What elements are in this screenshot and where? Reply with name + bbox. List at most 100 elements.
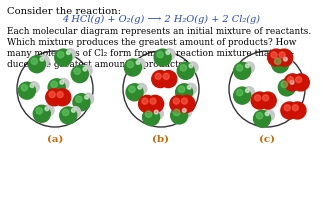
Circle shape: [81, 66, 92, 77]
Circle shape: [145, 111, 152, 118]
Circle shape: [48, 80, 65, 96]
Circle shape: [187, 86, 191, 90]
Circle shape: [278, 80, 295, 96]
Circle shape: [255, 95, 261, 101]
Circle shape: [170, 96, 187, 113]
Circle shape: [166, 51, 170, 55]
Circle shape: [154, 111, 158, 114]
Circle shape: [182, 109, 186, 113]
Circle shape: [178, 96, 195, 113]
Circle shape: [33, 106, 50, 123]
Circle shape: [58, 79, 69, 90]
Circle shape: [142, 109, 160, 126]
Circle shape: [138, 86, 142, 90]
Text: Which mixture produces the greatest amount of products? How: Which mixture produces the greatest amou…: [7, 38, 297, 47]
Circle shape: [142, 99, 148, 105]
Circle shape: [178, 87, 185, 93]
Text: duces the greatest amount of products?: duces the greatest amount of products?: [7, 60, 188, 69]
Circle shape: [57, 92, 63, 98]
Circle shape: [296, 77, 302, 83]
Circle shape: [71, 66, 88, 83]
Circle shape: [160, 71, 177, 88]
Circle shape: [256, 113, 263, 119]
Circle shape: [83, 68, 87, 72]
Circle shape: [236, 65, 243, 72]
Circle shape: [187, 63, 198, 74]
Circle shape: [265, 112, 269, 116]
Circle shape: [36, 108, 42, 114]
Circle shape: [136, 84, 147, 95]
Circle shape: [251, 93, 268, 110]
Circle shape: [51, 82, 57, 88]
Circle shape: [136, 61, 140, 65]
Circle shape: [284, 58, 287, 62]
Circle shape: [275, 59, 281, 65]
Circle shape: [31, 59, 37, 65]
Circle shape: [189, 64, 193, 68]
Circle shape: [60, 108, 77, 124]
Text: (b): (b): [152, 134, 170, 143]
Circle shape: [272, 57, 289, 73]
Circle shape: [284, 74, 301, 91]
Circle shape: [57, 52, 64, 59]
Circle shape: [60, 81, 64, 85]
Circle shape: [147, 96, 164, 113]
Circle shape: [129, 87, 135, 93]
Circle shape: [54, 89, 71, 106]
Circle shape: [40, 58, 44, 62]
Circle shape: [134, 59, 145, 70]
Circle shape: [150, 99, 156, 105]
Circle shape: [18, 83, 36, 100]
Circle shape: [276, 50, 293, 67]
Circle shape: [85, 96, 89, 100]
Circle shape: [263, 95, 269, 101]
Circle shape: [43, 105, 54, 116]
Circle shape: [157, 52, 163, 59]
Circle shape: [176, 84, 193, 101]
Circle shape: [290, 81, 294, 85]
Circle shape: [28, 82, 39, 93]
Circle shape: [279, 53, 285, 59]
Text: 4 HCl(g) + O₂(g) ⟶ 2 H₂O(g) + 2 Cl₂(g): 4 HCl(g) + O₂(g) ⟶ 2 H₂O(g) + 2 Cl₂(g): [62, 15, 260, 24]
Circle shape: [271, 53, 277, 59]
Circle shape: [244, 87, 255, 98]
Circle shape: [281, 102, 298, 119]
Text: Consider the reaction:: Consider the reaction:: [7, 7, 121, 16]
Circle shape: [181, 107, 192, 118]
Circle shape: [83, 94, 94, 105]
Circle shape: [259, 93, 276, 110]
Circle shape: [234, 63, 251, 80]
Circle shape: [126, 84, 143, 101]
Circle shape: [49, 92, 55, 98]
Circle shape: [124, 60, 141, 77]
Circle shape: [73, 94, 90, 111]
Circle shape: [289, 102, 306, 119]
Circle shape: [268, 50, 285, 67]
Text: many molecules of Cl₂ form from the reaction mixture that pro-: many molecules of Cl₂ form from the reac…: [7, 49, 294, 58]
Circle shape: [154, 50, 171, 67]
Circle shape: [245, 89, 249, 93]
Circle shape: [127, 62, 134, 68]
Text: (a): (a): [47, 134, 63, 143]
Circle shape: [185, 84, 196, 95]
Circle shape: [21, 85, 27, 91]
Circle shape: [55, 50, 72, 67]
Circle shape: [284, 105, 290, 111]
Circle shape: [152, 109, 163, 120]
Circle shape: [62, 110, 69, 116]
Circle shape: [244, 63, 255, 74]
Circle shape: [287, 77, 294, 83]
Circle shape: [171, 108, 188, 124]
Circle shape: [254, 111, 271, 128]
Circle shape: [263, 110, 274, 121]
Circle shape: [282, 56, 293, 67]
Circle shape: [173, 99, 179, 105]
Circle shape: [173, 110, 180, 116]
Text: Each molecular diagram represents an initial mixture of reactants.: Each molecular diagram represents an ini…: [7, 27, 311, 36]
Circle shape: [288, 79, 299, 90]
Circle shape: [46, 89, 63, 106]
Circle shape: [180, 65, 186, 72]
Circle shape: [163, 74, 169, 80]
Circle shape: [245, 64, 249, 68]
Circle shape: [74, 69, 80, 75]
